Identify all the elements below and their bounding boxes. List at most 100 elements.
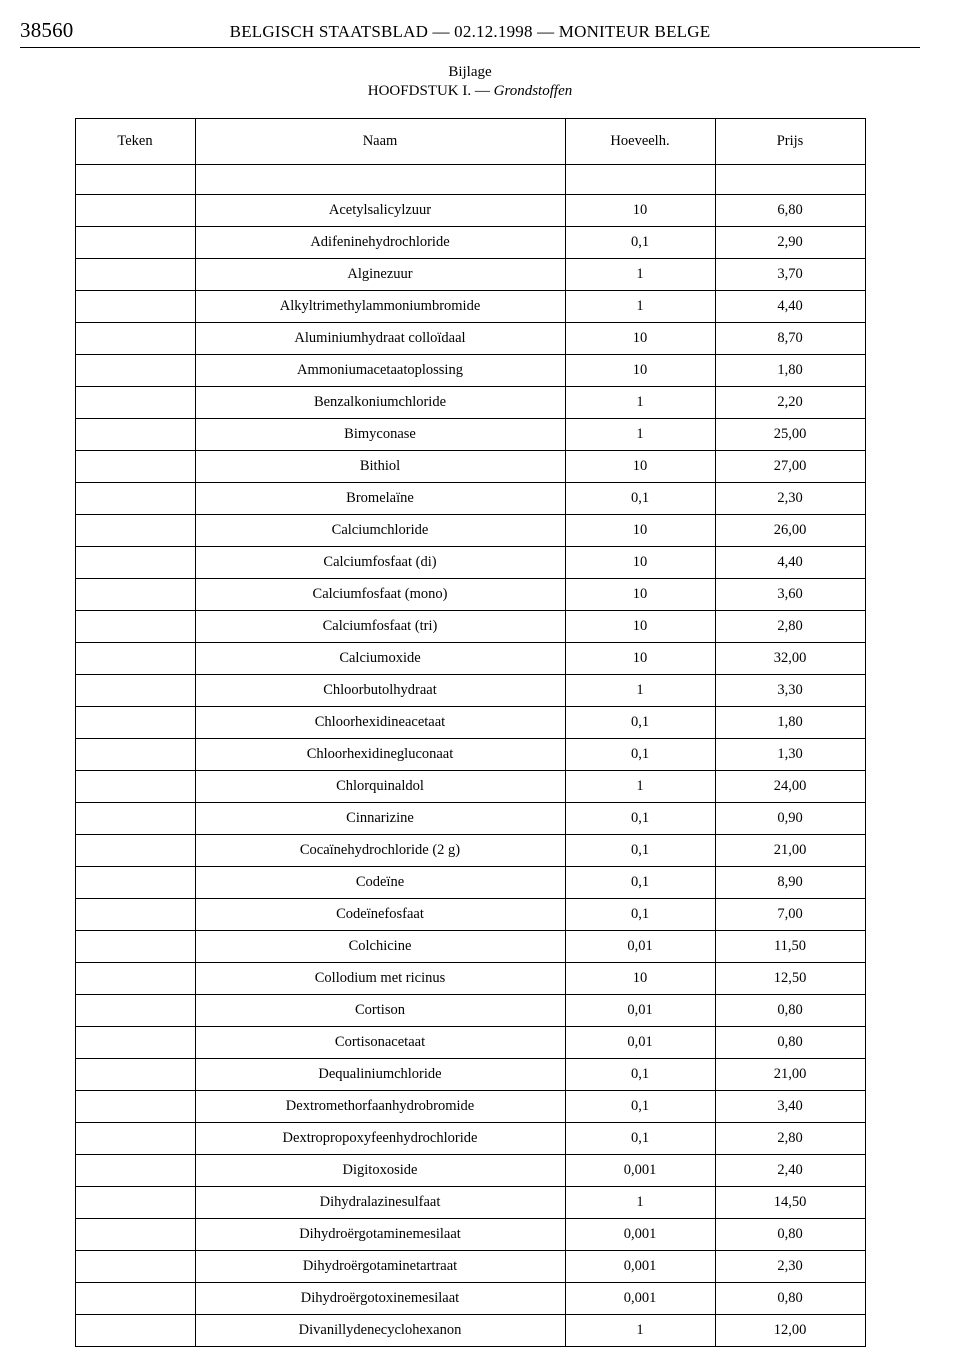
cell-teken (75, 1027, 195, 1059)
cell-hoev: 10 (565, 355, 715, 387)
cell-prijs: 2,30 (715, 483, 865, 515)
table-row: Colchicine0,0111,50 (75, 931, 865, 963)
cell-teken (75, 707, 195, 739)
cell-naam: Divanillydenecyclohexanon (195, 1315, 565, 1347)
cell-teken (75, 803, 195, 835)
cell-naam: Calciumfosfaat (di) (195, 547, 565, 579)
cell-naam: Calciumoxide (195, 643, 565, 675)
table-row: Dextromethorfaanhydrobromide0,13,40 (75, 1091, 865, 1123)
spacer-cell (75, 165, 195, 195)
cell-prijs: 2,20 (715, 387, 865, 419)
cell-hoev: 0,001 (565, 1283, 715, 1315)
cell-teken (75, 579, 195, 611)
table-row: Calciumfosfaat (mono)103,60 (75, 579, 865, 611)
cell-prijs: 25,00 (715, 419, 865, 451)
table-row: Ammoniumacetaatoplossing101,80 (75, 355, 865, 387)
col-hoeveelh: Hoeveelh. (565, 119, 715, 165)
cell-hoev: 0,01 (565, 995, 715, 1027)
cell-hoev: 1 (565, 1315, 715, 1347)
table-row: Aluminiumhydraat colloïdaal108,70 (75, 323, 865, 355)
cell-hoev: 10 (565, 643, 715, 675)
table-row: Codeïne0,18,90 (75, 867, 865, 899)
cell-naam: Dihydralazinesulfaat (195, 1187, 565, 1219)
cell-teken (75, 1315, 195, 1347)
cell-teken (75, 899, 195, 931)
cell-hoev: 1 (565, 675, 715, 707)
cell-prijs: 7,00 (715, 899, 865, 931)
cell-teken (75, 1091, 195, 1123)
cell-hoev: 10 (565, 547, 715, 579)
cell-prijs: 2,80 (715, 611, 865, 643)
cell-hoev: 0,1 (565, 707, 715, 739)
cell-teken (75, 547, 195, 579)
cell-hoev: 10 (565, 611, 715, 643)
cell-naam: Bromelaïne (195, 483, 565, 515)
cell-naam: Aluminiumhydraat colloïdaal (195, 323, 565, 355)
cell-naam: Dihydroërgotaminemesilaat (195, 1219, 565, 1251)
cell-teken (75, 387, 195, 419)
table-row: Chloorhexidinegluconaat0,11,30 (75, 739, 865, 771)
cell-naam: Calciumfosfaat (mono) (195, 579, 565, 611)
cell-prijs: 3,70 (715, 259, 865, 291)
table-row: Digitoxoside0,0012,40 (75, 1155, 865, 1187)
cell-naam: Alkyltrimethylammoniumbromide (195, 291, 565, 323)
chapter-italic: Grondstoffen (494, 83, 573, 99)
cell-prijs: 2,40 (715, 1155, 865, 1187)
spacer-cell (195, 165, 565, 195)
cell-hoev: 1 (565, 259, 715, 291)
cell-naam: Cortison (195, 995, 565, 1027)
table-row: Dihydralazinesulfaat114,50 (75, 1187, 865, 1219)
table-row: Calciumoxide1032,00 (75, 643, 865, 675)
cell-naam: Chloorhexidinegluconaat (195, 739, 565, 771)
cell-naam: Dequaliniumchloride (195, 1059, 565, 1091)
cell-naam: Bithiol (195, 451, 565, 483)
cell-hoev: 10 (565, 451, 715, 483)
spacer-row (75, 165, 865, 195)
cell-prijs: 3,30 (715, 675, 865, 707)
cell-hoev: 0,1 (565, 739, 715, 771)
cell-hoev: 0,1 (565, 227, 715, 259)
cell-prijs: 32,00 (715, 643, 865, 675)
table-row: Dihydroërgotaminemesilaat0,0010,80 (75, 1219, 865, 1251)
cell-teken (75, 323, 195, 355)
cell-naam: Collodium met ricinus (195, 963, 565, 995)
spacer-cell (715, 165, 865, 195)
cell-teken (75, 1123, 195, 1155)
cell-hoev: 0,1 (565, 1123, 715, 1155)
cell-hoev: 0,1 (565, 867, 715, 899)
cell-naam: Cocaïnehydrochloride (2 g) (195, 835, 565, 867)
cell-hoev: 0,1 (565, 1091, 715, 1123)
cell-hoev: 0,1 (565, 483, 715, 515)
table-row: Chloorhexidineacetaat0,11,80 (75, 707, 865, 739)
chapter-prefix: HOOFDSTUK I. — (368, 83, 494, 99)
cell-prijs: 0,80 (715, 1027, 865, 1059)
cell-naam: Bimyconase (195, 419, 565, 451)
cell-teken (75, 483, 195, 515)
cell-hoev: 0,01 (565, 931, 715, 963)
cell-naam: Calciumchloride (195, 515, 565, 547)
spacer-cell (565, 165, 715, 195)
table-row: Acetylsalicylzuur106,80 (75, 195, 865, 227)
cell-hoev: 10 (565, 195, 715, 227)
cell-prijs: 0,80 (715, 995, 865, 1027)
cell-naam: Codeïne (195, 867, 565, 899)
cell-hoev: 1 (565, 291, 715, 323)
table-row: Collodium met ricinus1012,50 (75, 963, 865, 995)
cell-naam: Chloorbutolhydraat (195, 675, 565, 707)
cell-prijs: 21,00 (715, 835, 865, 867)
table-row: Divanillydenecyclohexanon112,00 (75, 1315, 865, 1347)
table-row: Dextropropoxyfeenhydrochloride0,12,80 (75, 1123, 865, 1155)
grondstoffen-table: Teken Naam Hoeveelh. Prijs Acetylsalicyl… (75, 118, 866, 1347)
cell-hoev: 1 (565, 419, 715, 451)
cell-teken (75, 259, 195, 291)
cell-teken (75, 451, 195, 483)
cell-teken (75, 739, 195, 771)
table-row: Dihydroërgotoxinemesilaat0,0010,80 (75, 1283, 865, 1315)
table-row: Bimyconase125,00 (75, 419, 865, 451)
cell-prijs: 1,80 (715, 707, 865, 739)
cell-prijs: 0,80 (715, 1219, 865, 1251)
cell-teken (75, 1059, 195, 1091)
cell-prijs: 21,00 (715, 1059, 865, 1091)
cell-prijs: 6,80 (715, 195, 865, 227)
cell-prijs: 11,50 (715, 931, 865, 963)
